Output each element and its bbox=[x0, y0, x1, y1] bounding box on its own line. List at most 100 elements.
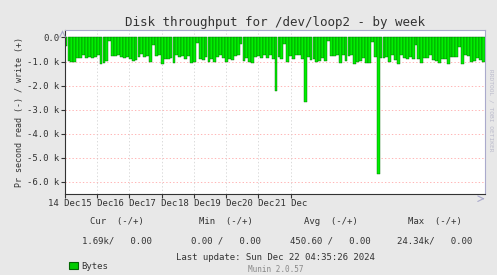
Bar bbox=[216, 37, 219, 57]
Text: Cur  (-/+): Cur (-/+) bbox=[90, 217, 144, 226]
Bar bbox=[97, 37, 99, 55]
Bar bbox=[251, 37, 254, 63]
Legend: Bytes: Bytes bbox=[65, 258, 112, 274]
Bar bbox=[202, 37, 205, 59]
Bar bbox=[132, 37, 135, 61]
Bar bbox=[347, 37, 350, 56]
Bar bbox=[187, 37, 190, 56]
Bar bbox=[371, 37, 374, 42]
Bar bbox=[359, 37, 362, 61]
Bar bbox=[146, 37, 149, 56]
Bar bbox=[65, 37, 68, 46]
Bar bbox=[310, 37, 313, 60]
Bar bbox=[196, 37, 199, 43]
Bar bbox=[208, 37, 210, 62]
Text: RRDTOOL / TOBI OETIKER: RRDTOOL / TOBI OETIKER bbox=[488, 69, 493, 151]
Bar bbox=[149, 37, 152, 62]
Bar bbox=[272, 37, 274, 59]
Bar bbox=[138, 37, 140, 57]
Bar bbox=[135, 37, 138, 60]
Bar bbox=[324, 37, 327, 61]
Bar bbox=[339, 37, 341, 63]
Bar bbox=[175, 37, 178, 55]
Text: Min  (-/+): Min (-/+) bbox=[199, 217, 253, 226]
Bar bbox=[283, 37, 286, 44]
Bar bbox=[199, 37, 202, 59]
Bar bbox=[108, 37, 111, 41]
Bar bbox=[120, 37, 123, 57]
Bar bbox=[412, 37, 414, 59]
Bar bbox=[181, 37, 184, 56]
Bar bbox=[464, 37, 467, 55]
Bar bbox=[178, 37, 181, 57]
Bar bbox=[403, 37, 406, 58]
Bar bbox=[126, 37, 129, 57]
Text: Avg  (-/+): Avg (-/+) bbox=[304, 217, 357, 226]
Text: Max  (-/+): Max (-/+) bbox=[408, 217, 462, 226]
Bar bbox=[304, 37, 307, 103]
Bar bbox=[155, 37, 158, 56]
Bar bbox=[374, 37, 377, 57]
Bar bbox=[111, 37, 114, 56]
Bar bbox=[479, 37, 482, 60]
Bar bbox=[164, 37, 166, 59]
Bar bbox=[184, 37, 187, 59]
Bar bbox=[307, 37, 310, 57]
Bar bbox=[114, 37, 117, 56]
Bar bbox=[420, 37, 423, 63]
Bar bbox=[260, 37, 263, 58]
Bar bbox=[380, 37, 383, 58]
Bar bbox=[254, 37, 257, 57]
Bar bbox=[105, 37, 108, 61]
Bar bbox=[246, 37, 248, 59]
Bar bbox=[383, 37, 385, 58]
Bar bbox=[169, 37, 172, 58]
Bar bbox=[397, 37, 400, 64]
Bar bbox=[356, 37, 359, 62]
Bar bbox=[414, 37, 417, 45]
Bar bbox=[321, 37, 324, 58]
Bar bbox=[289, 37, 292, 56]
Bar bbox=[225, 37, 228, 62]
Bar bbox=[161, 37, 164, 64]
Bar bbox=[417, 37, 420, 59]
Bar bbox=[71, 37, 73, 62]
Bar bbox=[319, 37, 321, 60]
Bar bbox=[330, 37, 333, 56]
Bar bbox=[228, 37, 231, 59]
Bar bbox=[190, 37, 193, 63]
Bar bbox=[301, 37, 304, 59]
Bar bbox=[143, 37, 146, 57]
Bar bbox=[482, 37, 485, 62]
Bar bbox=[193, 37, 196, 62]
Bar bbox=[444, 37, 447, 59]
Bar bbox=[141, 37, 143, 54]
Bar bbox=[292, 37, 295, 59]
Bar bbox=[234, 37, 237, 56]
Bar bbox=[435, 37, 438, 61]
Bar bbox=[341, 37, 344, 55]
Bar bbox=[406, 37, 409, 59]
Bar bbox=[362, 37, 365, 58]
Bar bbox=[473, 37, 476, 61]
Bar bbox=[400, 37, 403, 55]
Text: 24.34k/   0.00: 24.34k/ 0.00 bbox=[397, 236, 473, 245]
Bar bbox=[172, 37, 175, 64]
Bar bbox=[74, 37, 76, 62]
Text: Last update: Sun Dec 22 04:35:26 2024: Last update: Sun Dec 22 04:35:26 2024 bbox=[176, 253, 375, 262]
Bar bbox=[441, 37, 444, 59]
Bar bbox=[91, 37, 94, 58]
Bar bbox=[432, 37, 435, 60]
Bar bbox=[458, 37, 461, 47]
Title: Disk throughput for /dev/loop2 - by week: Disk throughput for /dev/loop2 - by week bbox=[125, 16, 424, 29]
Bar bbox=[76, 37, 79, 59]
Bar bbox=[476, 37, 479, 58]
Bar bbox=[429, 37, 432, 55]
Bar bbox=[452, 37, 455, 57]
Bar bbox=[327, 37, 330, 41]
Bar bbox=[470, 37, 473, 62]
Bar bbox=[280, 37, 283, 59]
Bar bbox=[210, 37, 213, 59]
Bar bbox=[102, 37, 105, 63]
Y-axis label: Pr second read (-) / write (+): Pr second read (-) / write (+) bbox=[15, 37, 24, 187]
